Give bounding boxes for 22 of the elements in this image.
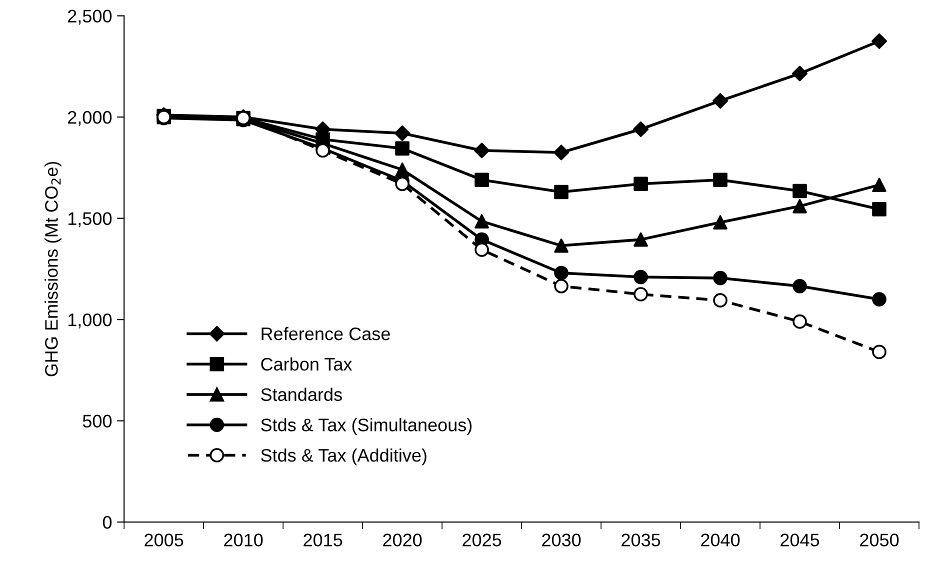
- y-axis-title: GHG Emissions (Mt CO$_{2}$e): [44, 162, 62, 376]
- x-tick-label: 2035: [622, 534, 660, 546]
- y-tick-label: 2,500: [68, 10, 112, 25]
- legend-label: Stds & Tax (Additive): [261, 448, 426, 466]
- x-tick-label: 2020: [383, 534, 422, 546]
- x-tick-label: 2005: [144, 534, 184, 546]
- y-tick-label: 500: [82, 414, 112, 428]
- x-tick-label: 2040: [701, 534, 740, 546]
- y-tick-label: 1,500: [68, 212, 112, 228]
- x-tick-label: 2045: [780, 534, 820, 546]
- x-tick-label: 2050: [860, 534, 899, 546]
- legend-label: Standards: [261, 388, 342, 401]
- x-tick-label: 2015: [304, 534, 342, 546]
- x-tick-label: 2025: [462, 534, 502, 546]
- legend-label: Reference Case: [262, 327, 390, 340]
- legend-label: Stds & Tax (Simultaneous): [261, 418, 472, 435]
- y-tick-label: 2,000: [68, 111, 112, 126]
- y-tick-label: 1,000: [68, 314, 112, 328]
- x-tick-label: 2030: [542, 534, 581, 546]
- y-tick-label: 0: [102, 516, 112, 529]
- x-tick-label: 2010: [224, 534, 263, 546]
- legend-label: Carbon Tax: [261, 357, 352, 371]
